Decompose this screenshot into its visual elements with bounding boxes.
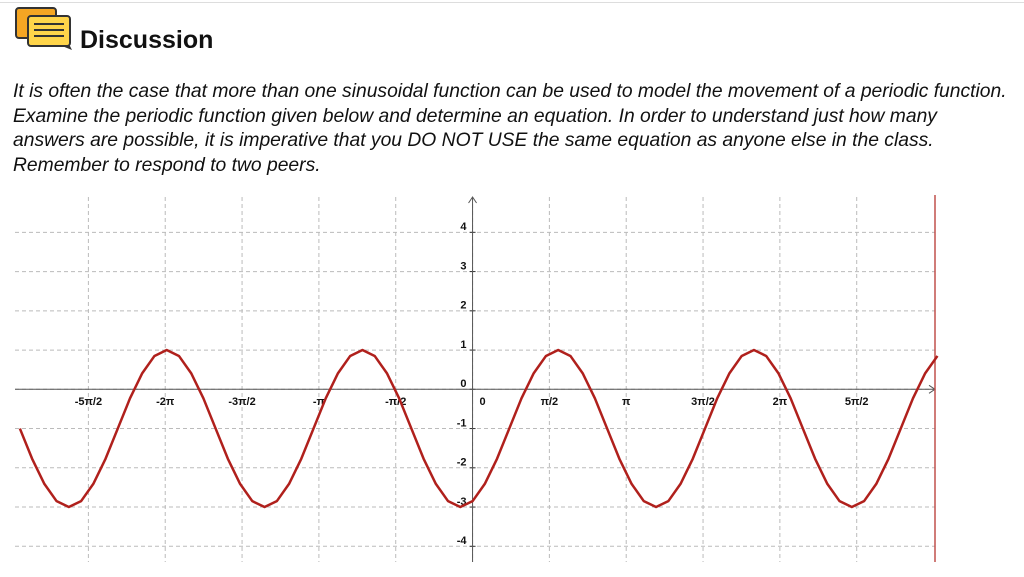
prompt-text: It is often the case that more than one … [13,81,1007,176]
x-tick-label: 3π/2 [691,396,715,408]
x-tick-label: 5π/2 [845,396,869,408]
x-tick-label: -3π/2 [228,396,255,408]
x-tick-label: -5π/2 [75,396,102,408]
y-tick-label: 3 [460,260,466,272]
curve [18,348,939,509]
x-tick-label: π [622,396,631,408]
x-tick-label: 2π [773,396,788,408]
y-tick-label: 0 [460,378,466,390]
top-rule [0,2,1024,3]
discussion-icon [15,7,72,50]
y-tick-label: 1 [460,339,466,351]
title: Discussion [80,26,214,54]
y-tick-label: -3 [457,496,467,508]
y-tick-label: -4 [457,535,468,547]
x-tick-label: -2π [156,396,175,408]
y-tick-label: 4 [460,221,467,233]
y-tick-label: -2 [457,457,467,469]
y-tick-label: -1 [457,417,467,429]
chart: -5π/2 -2π -3π/2 -π -π/2 0 π/2 π 3π/2 2π 5π/243210-… [15,195,939,562]
y-tick-label: 2 [460,300,466,312]
x-tick-label: 0 [479,396,485,408]
y-axis-arrow [468,196,477,204]
x-tick-label: π/2 [541,396,559,408]
